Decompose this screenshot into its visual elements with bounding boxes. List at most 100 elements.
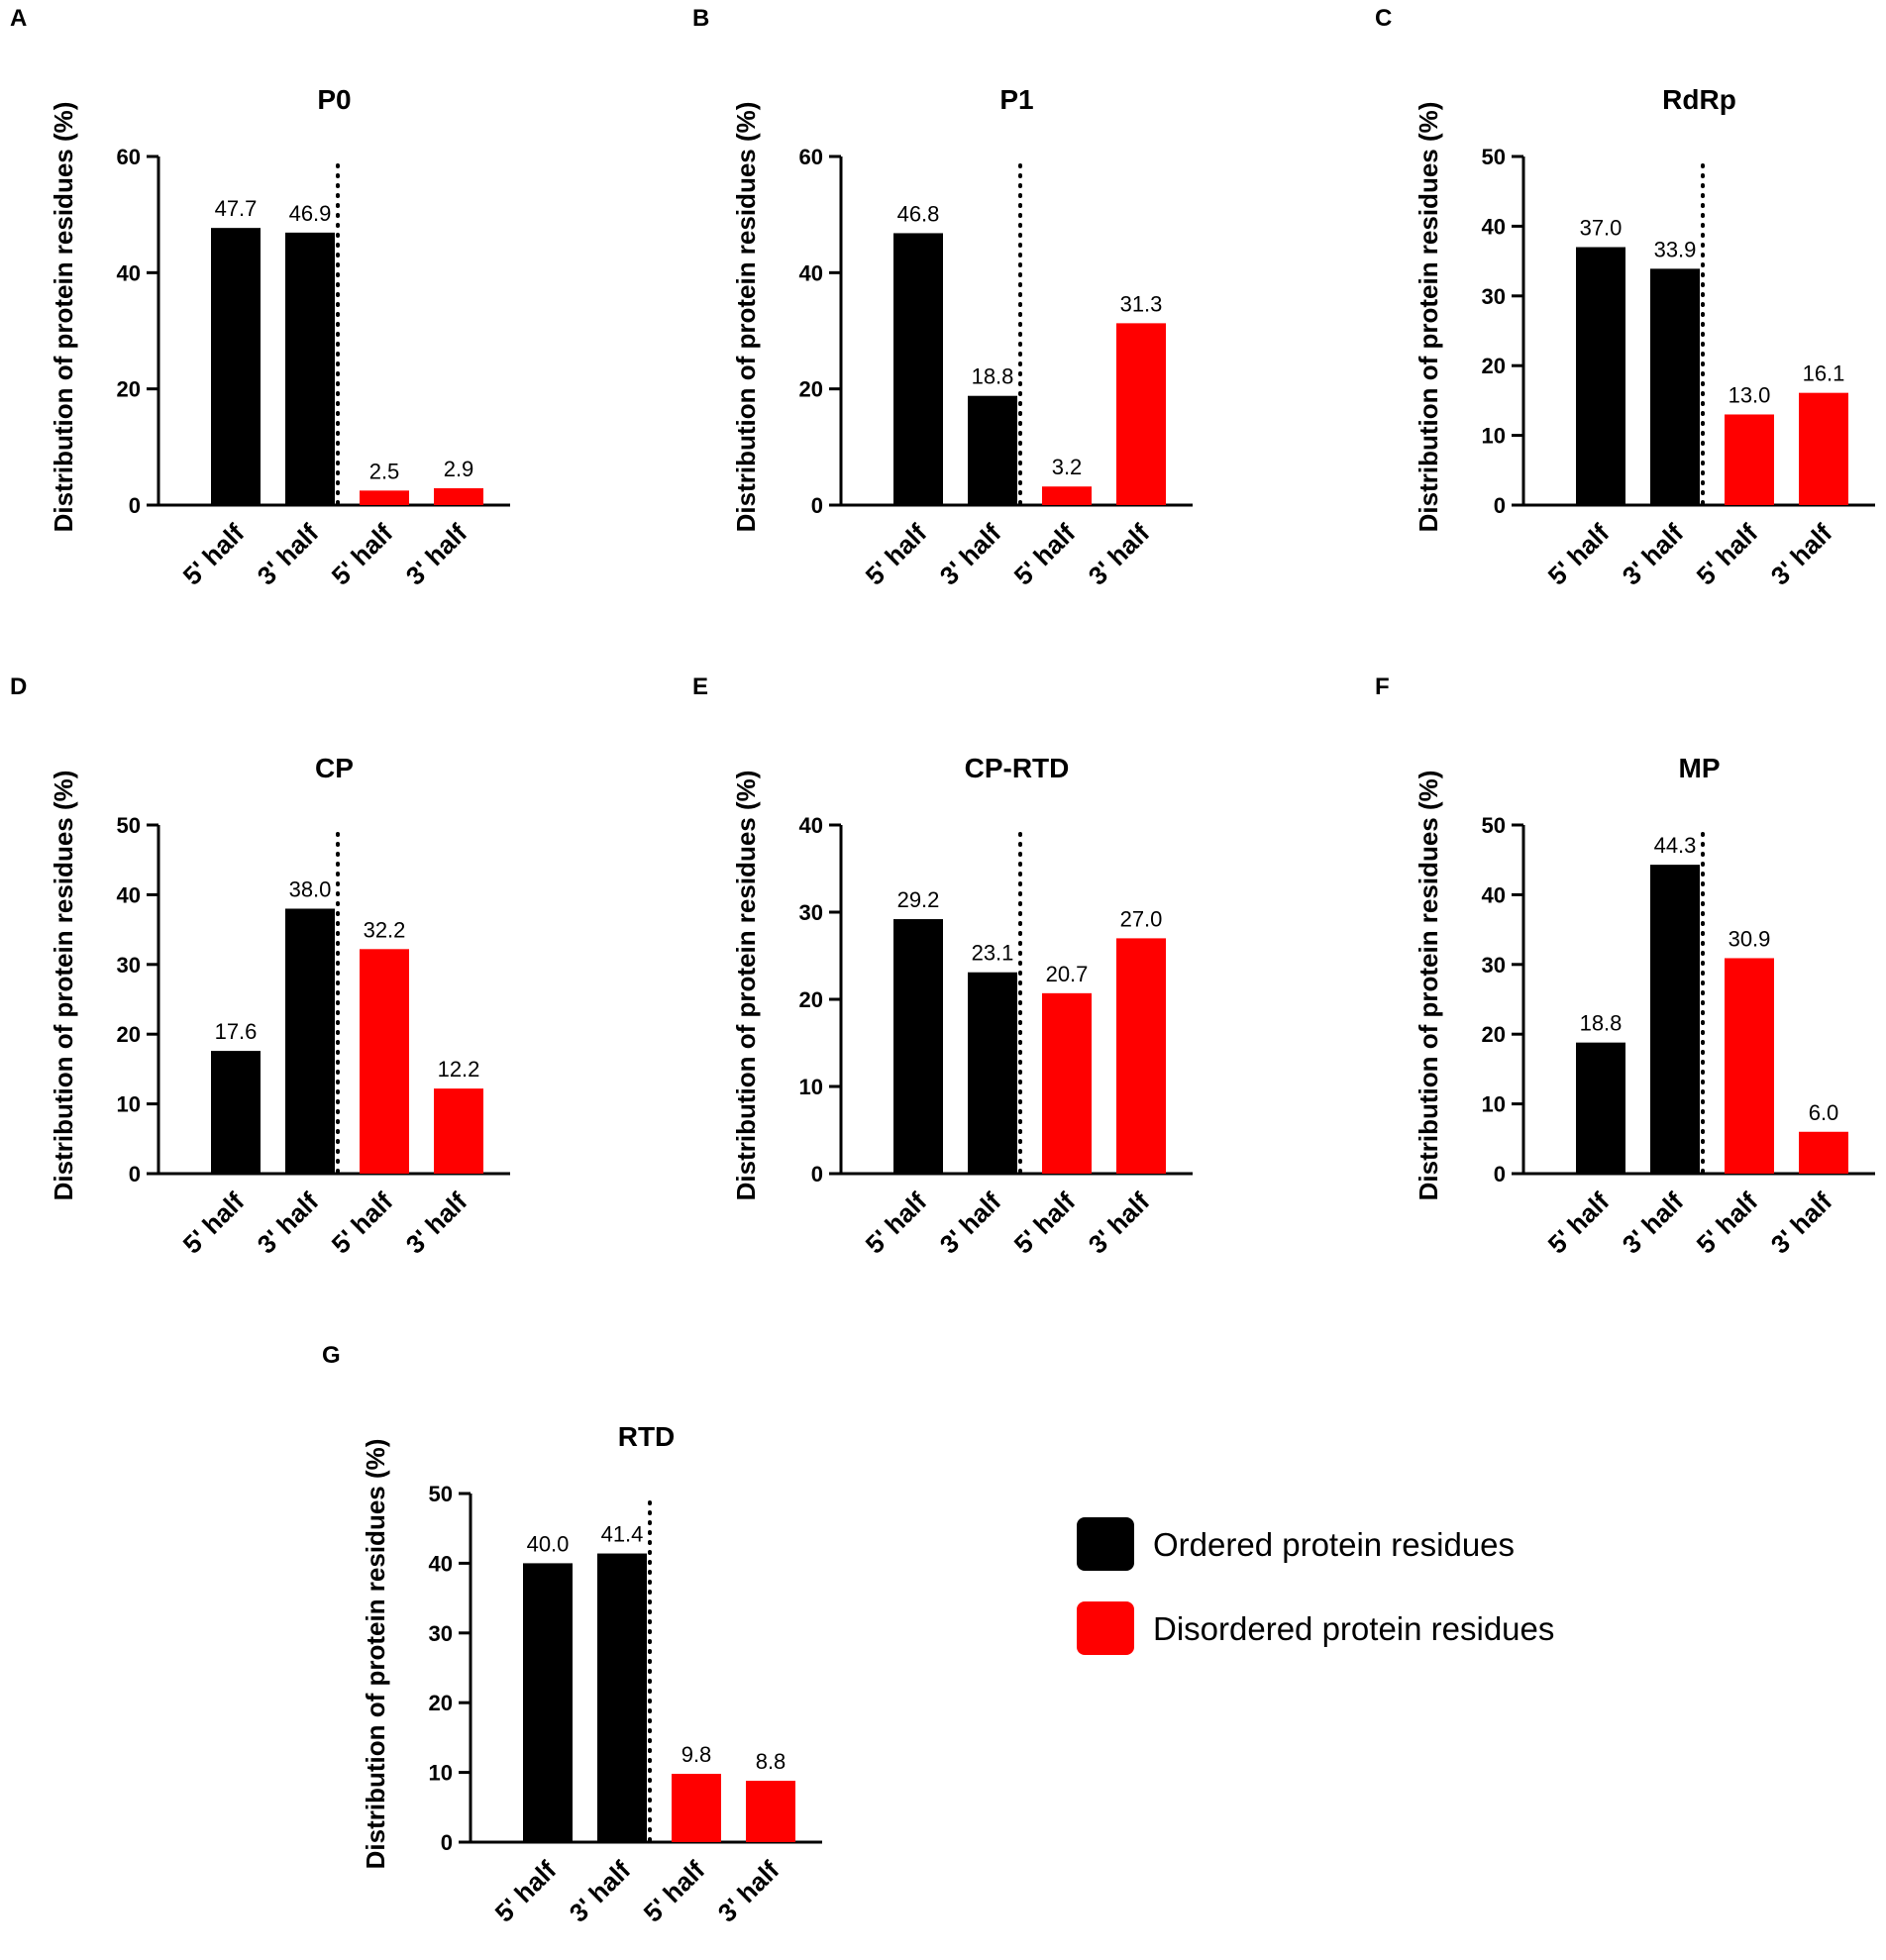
y-tick-label: 30 [117, 953, 141, 978]
bar-value-label: 29.2 [897, 887, 940, 912]
y-tick-label: 50 [1482, 813, 1506, 838]
y-tick-label: 30 [1482, 953, 1506, 978]
bar-value-label: 2.9 [444, 457, 474, 481]
panel-letter: E [692, 673, 708, 700]
y-axis-label: Distribution of protein residues (%) [361, 1439, 390, 1870]
chart-panel-d: D CP Distribution of protein residues (%) 0… [10, 673, 510, 1260]
x-tick-label: 3' half [1765, 1186, 1838, 1260]
bar-disordered [1799, 392, 1848, 505]
bar-ordered [1650, 865, 1700, 1174]
y-tick-label: 40 [1482, 882, 1506, 907]
bar-value-label: 46.9 [289, 201, 332, 226]
legend-label-disordered: Disordered protein residues [1153, 1610, 1554, 1647]
chart-title: RdRp [1662, 84, 1736, 115]
bar-ordered [211, 228, 261, 505]
y-tick-label: 20 [117, 1022, 141, 1047]
bar-disordered [434, 1088, 483, 1174]
x-tick-label: 3' half [1083, 1186, 1156, 1260]
bar-value-label: 13.0 [1729, 382, 1771, 407]
x-tick-label: 5' half [860, 1186, 933, 1260]
x-tick-label: 3' half [1617, 1186, 1690, 1260]
bar-ordered [1650, 268, 1700, 505]
chart-panel-g: G RTD Distribution of protein residues (%)… [322, 1342, 822, 1928]
x-tick-label: 3' half [934, 518, 1007, 591]
bar-ordered [597, 1553, 647, 1842]
x-tick-label: 5' half [1008, 518, 1082, 591]
x-tick-label: 5' half [860, 518, 933, 591]
bar-value-label: 30.9 [1729, 926, 1771, 951]
y-tick-label: 20 [429, 1691, 453, 1715]
panel-letter: G [322, 1342, 341, 1369]
y-tick-label: 0 [1494, 493, 1506, 518]
bar-disordered [672, 1774, 721, 1842]
legend: Ordered protein residues Disordered prot… [1077, 1517, 1554, 1655]
x-tick-label: 5' half [1008, 1186, 1082, 1260]
bar-value-label: 32.2 [364, 917, 406, 942]
bar-value-label: 27.0 [1120, 906, 1163, 931]
bar-value-label: 23.1 [972, 941, 1014, 966]
y-tick-label: 10 [1482, 424, 1506, 449]
bar-value-label: 44.3 [1654, 833, 1697, 858]
y-axis-label: Distribution of protein residues (%) [731, 102, 761, 533]
chart-title: CP-RTD [965, 753, 1070, 783]
bar-value-label: 16.1 [1803, 361, 1845, 386]
legend-label-ordered: Ordered protein residues [1153, 1526, 1515, 1563]
x-tick-label: 3' half [564, 1855, 637, 1928]
bar-disordered [1116, 323, 1166, 505]
y-tick-label: 40 [429, 1551, 453, 1576]
bar-value-label: 31.3 [1120, 291, 1163, 316]
y-tick-label: 10 [117, 1092, 141, 1117]
bar-ordered [893, 919, 943, 1174]
bar-value-label: 6.0 [1809, 1100, 1839, 1125]
bar-value-label: 2.5 [369, 459, 400, 483]
y-tick-label: 20 [1482, 1022, 1506, 1047]
bar-disordered [360, 490, 409, 505]
y-tick-label: 40 [117, 882, 141, 907]
panel-letter: A [10, 5, 27, 32]
bar-value-label: 41.4 [601, 1522, 644, 1547]
y-axis-label: Distribution of protein residues (%) [731, 771, 761, 1201]
chart-panel-f: F MP Distribution of protein residues (%) 0… [1375, 673, 1875, 1260]
x-tick-label: 5' half [489, 1855, 563, 1928]
bar-ordered [1576, 1042, 1625, 1174]
chart-title: P1 [999, 84, 1033, 115]
x-tick-label: 5' half [638, 1855, 711, 1928]
x-tick-label: 3' half [252, 1186, 325, 1260]
bar-value-label: 37.0 [1580, 216, 1623, 241]
x-tick-label: 5' half [177, 518, 251, 591]
bar-ordered [893, 233, 943, 505]
y-axis-label: Distribution of protein residues (%) [1414, 771, 1443, 1201]
chart-title: P0 [317, 84, 351, 115]
legend-swatch-disordered [1077, 1601, 1134, 1655]
bar-value-label: 46.8 [897, 201, 940, 226]
bar-ordered [285, 232, 335, 505]
bar-ordered [211, 1051, 261, 1174]
x-tick-label: 5' half [1691, 518, 1764, 591]
x-tick-label: 3' half [1617, 518, 1690, 591]
legend-swatch-ordered [1077, 1517, 1134, 1571]
y-tick-label: 30 [429, 1621, 453, 1646]
bar-ordered [968, 395, 1017, 505]
y-tick-label: 0 [129, 1162, 141, 1186]
x-tick-label: 3' half [400, 1186, 473, 1260]
bar-value-label: 40.0 [527, 1531, 570, 1556]
x-tick-label: 3' half [1083, 518, 1156, 591]
bar-disordered [1725, 414, 1774, 505]
x-tick-label: 5' half [1691, 1186, 1764, 1260]
y-tick-label: 0 [129, 493, 141, 518]
bar-ordered [968, 972, 1017, 1174]
y-tick-label: 10 [799, 1075, 823, 1099]
y-tick-label: 20 [799, 377, 823, 402]
bar-value-label: 9.8 [681, 1742, 712, 1767]
chart-title: MP [1679, 753, 1721, 783]
chart-panel-a: A P0 Distribution of protein residues (%) 0… [10, 5, 510, 591]
x-tick-label: 5' half [1542, 518, 1616, 591]
x-tick-label: 3' half [934, 1186, 1007, 1260]
bar-value-label: 20.7 [1046, 962, 1089, 986]
bar-disordered [1799, 1131, 1848, 1174]
chart-title: RTD [618, 1421, 676, 1452]
panel-letter: D [10, 673, 27, 700]
y-tick-label: 0 [1494, 1162, 1506, 1186]
y-axis-label: Distribution of protein residues (%) [49, 771, 78, 1201]
